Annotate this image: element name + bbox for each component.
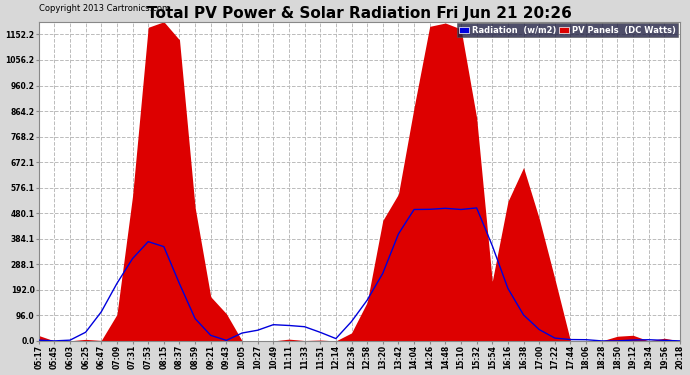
Title: Total PV Power & Solar Radiation Fri Jun 21 20:26: Total PV Power & Solar Radiation Fri Jun… <box>147 6 572 21</box>
Legend: Radiation  (w/m2), PV Panels  (DC Watts): Radiation (w/m2), PV Panels (DC Watts) <box>457 23 678 38</box>
Text: Copyright 2013 Cartronics.com: Copyright 2013 Cartronics.com <box>39 4 170 13</box>
